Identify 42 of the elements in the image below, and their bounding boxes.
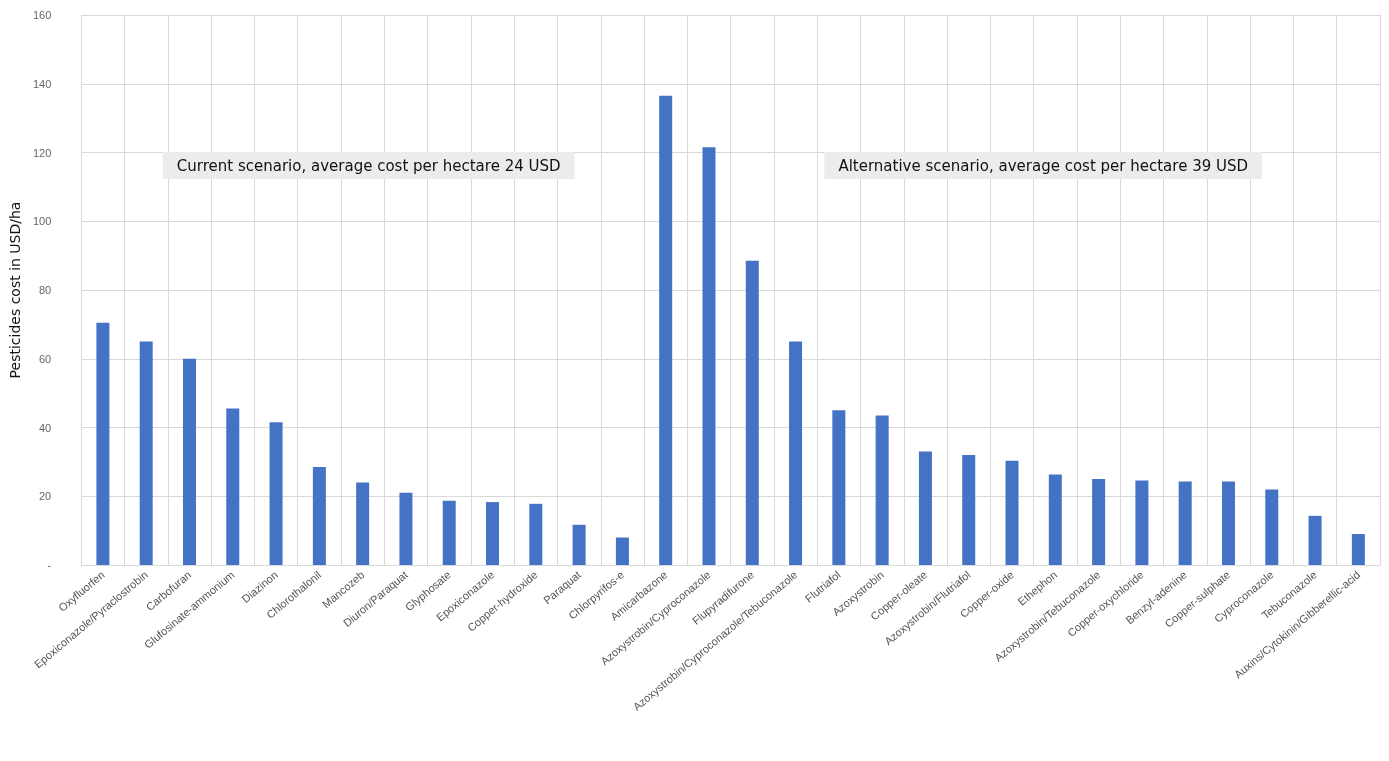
bar (1178, 481, 1192, 565)
y-tick-label: 80 (39, 284, 52, 296)
bar (1048, 474, 1062, 565)
y-tick-label: 20 (39, 490, 52, 503)
bar (745, 260, 759, 565)
bar (96, 322, 110, 565)
bar (1308, 515, 1322, 565)
bar (615, 537, 629, 565)
bar (875, 415, 889, 565)
bar (832, 410, 846, 565)
bar (312, 467, 326, 565)
bar (1265, 489, 1279, 565)
bar (659, 95, 673, 565)
bar (1135, 480, 1149, 565)
bar (226, 408, 240, 565)
annotation: Alternative scenario, average cost per hectare 39 USD (838, 156, 1249, 175)
bar (182, 358, 196, 565)
bar (139, 341, 153, 565)
bar (486, 502, 500, 565)
y-axis-title: Pesticides cost in USD/ha (7, 201, 23, 379)
y-tick-label: 160 (32, 9, 52, 21)
y-tick-label: 100 (32, 215, 52, 228)
bar (1351, 534, 1365, 565)
bar (962, 455, 976, 565)
bar (529, 503, 543, 565)
bar (1005, 460, 1019, 565)
bar (399, 492, 413, 565)
bar (1092, 479, 1106, 565)
y-tick-label: 140 (32, 77, 52, 90)
bar (269, 422, 283, 565)
y-tick-label: 60 (39, 352, 52, 365)
bar (918, 451, 932, 565)
bar (356, 482, 370, 565)
y-tick-label: 40 (39, 421, 52, 434)
bar (442, 500, 456, 565)
annotation: Current scenario, average cost per hectare 24 USD (176, 156, 561, 175)
bar (1221, 481, 1235, 565)
bar (789, 341, 803, 565)
bar (702, 147, 716, 565)
y-tick-label: - (47, 559, 52, 571)
bar (572, 524, 586, 565)
y-tick-label: 120 (32, 146, 52, 159)
